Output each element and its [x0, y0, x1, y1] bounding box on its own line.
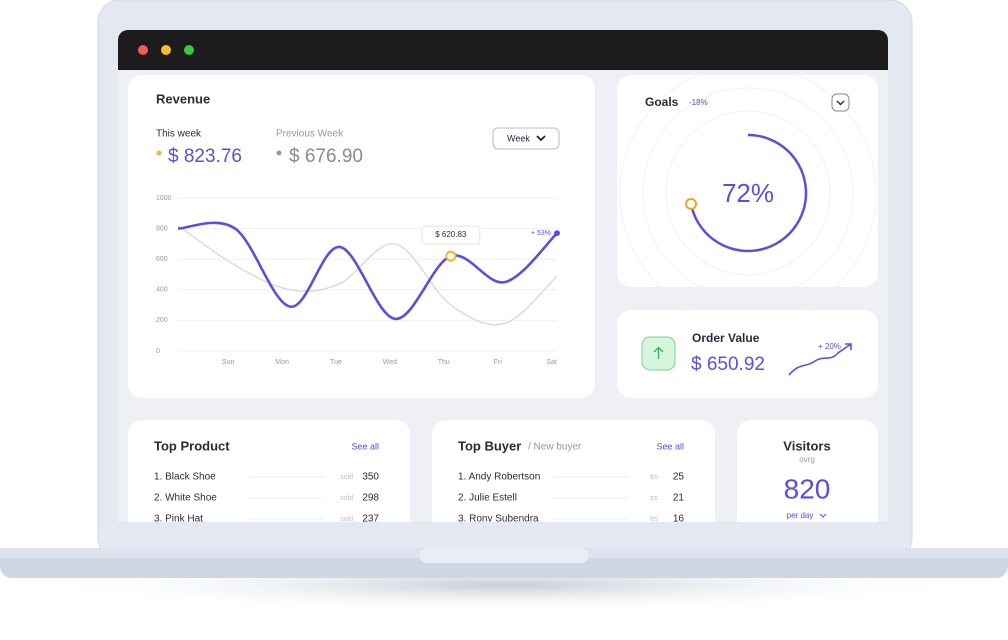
point	[445, 250, 457, 262]
y-tick-label: 200	[156, 317, 168, 324]
period-select[interactable]	[492, 127, 560, 150]
card-title: Visitors	[783, 438, 830, 453]
y-tick-label: 1000	[156, 195, 172, 202]
value: $ 823.76	[168, 146, 242, 167]
y-tick-label: 0	[156, 348, 160, 355]
x-tick-label: Wed	[383, 359, 397, 366]
laptop-notch	[420, 548, 588, 563]
chevron	[836, 100, 845, 106]
row-name: 1. Black Shoe	[154, 472, 216, 483]
product-list: 1. Black Shoe sold 350 2. White Shoe sold 298…	[154, 472, 379, 525]
subtitle: ovrg	[799, 455, 815, 464]
point	[554, 230, 560, 237]
x-tick-label: Sat	[546, 359, 557, 366]
close-button[interactable]	[138, 45, 148, 55]
row-value: 16	[673, 514, 685, 525]
card-title: Goals	[645, 95, 679, 109]
value: $ 650.92	[691, 354, 765, 375]
row-name: 3. Pink Hat	[154, 514, 203, 525]
row-value: 237	[362, 514, 379, 525]
card-title: Revenue	[156, 91, 210, 106]
buyer-list: 1. Andy Robertson trs 25 2. Julie Estell trs…	[458, 472, 685, 525]
top-buyer-card	[432, 420, 715, 522]
ring	[642, 87, 854, 299]
row-unit: trs	[650, 495, 658, 502]
see-all[interactable]: See all	[656, 441, 684, 451]
x-tick-label: Fri	[494, 359, 503, 366]
chevron	[819, 513, 827, 518]
row-unit: trs	[650, 474, 658, 481]
row-value: 21	[673, 493, 685, 504]
card-title: Top Product	[154, 438, 230, 453]
dashboard: Revenue This week $ 823.76 Previous Week…	[118, 70, 888, 525]
x-tick-label: Thu	[438, 359, 450, 366]
row-value: 298	[362, 493, 379, 504]
goal-end	[685, 197, 698, 210]
y-tick-label: 600	[156, 256, 168, 263]
change-badge: + 53%	[531, 230, 551, 237]
row-value: 25	[673, 472, 685, 483]
goal-gauge	[685, 133, 808, 253]
value: $ 676.90	[289, 146, 363, 167]
maximize-button[interactable]	[184, 45, 194, 55]
row-name: 2. White Shoe	[154, 493, 217, 504]
revenue-chart: 0 200 400 600 800 1000 Sun Mon Tue Wed Thu Fri Sat $ …	[156, 195, 560, 366]
row-unit: sold	[340, 495, 353, 502]
arrow	[653, 346, 664, 359]
row-name: 1. Andy Robertson	[458, 472, 540, 483]
legend-dot	[276, 150, 282, 156]
row-value: 350	[362, 472, 379, 483]
x-tick-label: Sun	[222, 359, 235, 366]
dropdown-button[interactable]	[831, 93, 850, 112]
y-tick-label: 800	[156, 225, 168, 232]
period[interactable]: per day	[787, 511, 814, 520]
minimize-button[interactable]	[161, 45, 171, 55]
x-tick-label: Tue	[330, 359, 342, 366]
goal-arc	[689, 133, 808, 253]
tooltip: $ 620.83	[435, 230, 467, 239]
visitors-card	[737, 420, 878, 522]
x-tick-label: Mon	[275, 359, 289, 366]
row-unit: trs	[650, 516, 658, 523]
label: Previous Week	[276, 129, 344, 140]
change: + 20%	[818, 342, 841, 351]
line	[177, 224, 558, 326]
subtitle: / New buyer	[528, 442, 582, 453]
see-all[interactable]: See all	[351, 441, 379, 451]
card-title: Top Buyer	[458, 438, 521, 453]
row-unit: sold	[340, 516, 353, 523]
visitors-value: 820	[784, 473, 831, 504]
goals-card	[617, 75, 878, 287]
card-title: Order Value	[692, 331, 760, 345]
label: This week	[156, 129, 202, 140]
line	[177, 221, 558, 321]
revenue-card	[128, 75, 595, 398]
tooltip-box	[421, 225, 481, 245]
goal-percent: 72%	[722, 178, 774, 208]
legend-dot	[156, 150, 162, 156]
row-unit: sold	[340, 474, 353, 481]
change: -18%	[689, 98, 708, 107]
sparkline	[788, 343, 852, 376]
period-select-label[interactable]: Week	[507, 133, 530, 143]
ring	[665, 110, 831, 276]
y-tick-label: 400	[156, 287, 168, 294]
row-name: 3. Rony Subendra	[458, 514, 539, 525]
row-name: 2. Julie Estell	[458, 493, 517, 504]
chevron	[536, 135, 546, 142]
top-product-card	[128, 420, 410, 522]
order-card	[617, 310, 878, 398]
